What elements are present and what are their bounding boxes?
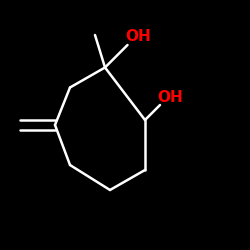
Text: OH: OH <box>158 90 183 105</box>
Text: OH: OH <box>125 29 151 44</box>
